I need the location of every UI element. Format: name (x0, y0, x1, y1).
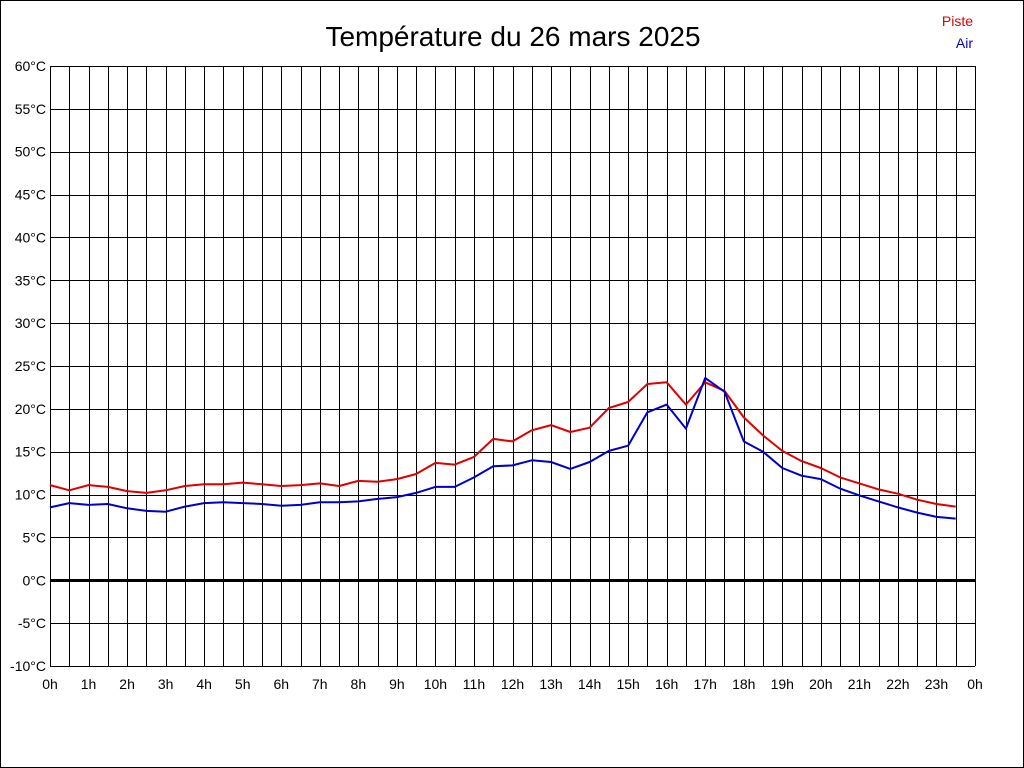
x-tick-label: 16h (655, 676, 678, 692)
x-tick-label: 21h (848, 676, 871, 692)
y-tick-label: 55°C (15, 101, 46, 117)
x-tick-label: 13h (539, 676, 562, 692)
x-tick-label: 15h (616, 676, 639, 692)
x-tick-label: 11h (463, 676, 485, 692)
x-tick-label: 17h (694, 676, 717, 692)
y-tick-label: 20°C (15, 401, 46, 417)
y-tick-label: 5°C (23, 529, 47, 545)
y-tick-label: 30°C (15, 315, 46, 331)
x-tick-label: 3h (158, 676, 174, 692)
x-tick-label: 8h (351, 676, 367, 692)
y-tick-label: 40°C (15, 229, 46, 245)
x-tick-label: 1h (81, 676, 97, 692)
legend-entry-piste: Piste (942, 13, 973, 29)
x-tick-label: 2h (119, 676, 135, 692)
chart-title: Température du 26 mars 2025 (325, 21, 700, 52)
y-axis-labels: 60°C 55°C 50°C 45°C 40°C 35°C 30°C 25°C 20°C 15°C… (10, 58, 46, 674)
y-tick-label: 15°C (15, 444, 46, 460)
y-tick-label: 0°C (23, 572, 47, 588)
y-tick-label: 45°C (15, 187, 46, 203)
x-tick-label: 6h (273, 676, 289, 692)
y-tick-label: -10°C (10, 658, 46, 674)
y-tick-label: -5°C (18, 615, 46, 631)
x-tick-label: 4h (196, 676, 212, 692)
series-line-air (49, 377, 956, 520)
x-tick-label: 23h (925, 676, 948, 692)
x-tick-label: 18h (732, 676, 755, 692)
grid (50, 66, 976, 667)
y-tick-label: 35°C (15, 272, 46, 288)
x-tick-label: 0h (967, 676, 983, 692)
x-axis-labels: 0h 1h 2h 3h 4h 5h 6h 7h 8h 9h 10h 11h 12h 13h 14h 15h 16… (42, 676, 983, 692)
x-tick-label: 12h (501, 676, 524, 692)
x-tick-label: 5h (235, 676, 251, 692)
series-line-piste (49, 381, 956, 508)
x-tick-label: 10h (424, 676, 447, 692)
x-tick-label: 0h (42, 676, 58, 692)
x-tick-label: 19h (771, 676, 794, 692)
y-tick-label: 50°C (15, 144, 46, 160)
x-tick-label: 9h (389, 676, 405, 692)
x-tick-label: 14h (578, 676, 601, 692)
y-tick-label: 60°C (15, 58, 46, 74)
x-tick-label: 20h (809, 676, 832, 692)
y-tick-label: 10°C (15, 487, 46, 503)
legend-entry-air: Air (956, 35, 973, 51)
x-tick-label: 22h (886, 676, 909, 692)
y-tick-label: 25°C (15, 358, 46, 374)
series-lines (49, 377, 956, 520)
x-tick-label: 7h (312, 676, 328, 692)
legend: Piste Air (942, 13, 973, 51)
